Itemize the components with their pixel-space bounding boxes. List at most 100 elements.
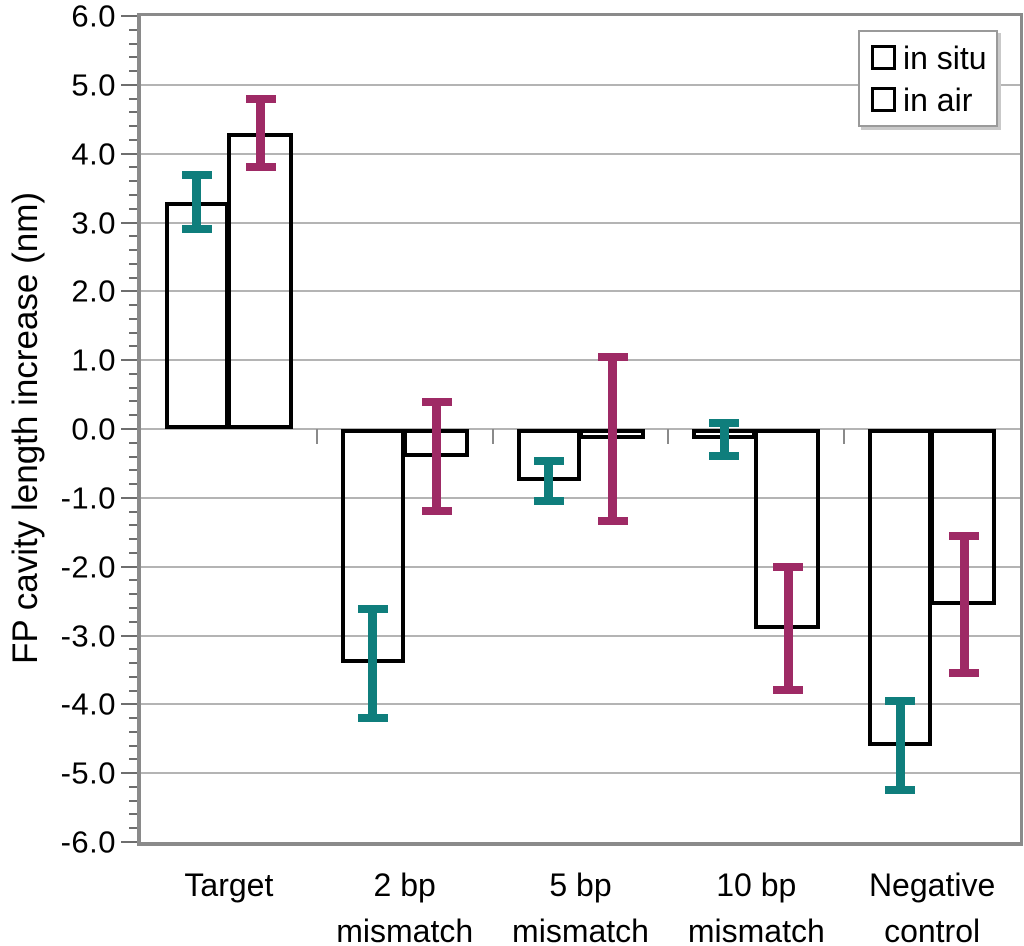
gridline-y--1: [141, 496, 1020, 499]
category-boundary-tick-3: [667, 429, 670, 444]
ytick-major-6.0: [121, 15, 137, 17]
ytick-major-5.0: [121, 83, 137, 86]
legend-swatch-in-air: [871, 87, 896, 112]
ytick-minor-3.2: [129, 207, 137, 210]
gridline-y--3: [141, 634, 1020, 637]
ytick-minor--1.6: [129, 538, 137, 541]
errorbar-in-air-Target-cap-top: [245, 95, 276, 104]
ytick-minor--0.6: [129, 469, 137, 472]
category-label-5-bp-mismatch: 5 bp mismatch: [512, 862, 649, 946]
errorbar-in-situ-2-bp-mismatch-cap-top: [357, 604, 388, 613]
ytick-minor-2.2: [129, 276, 137, 279]
errorbar-in-situ-Target-cap-top: [181, 170, 212, 179]
category-boundary-tick-1: [315, 429, 318, 444]
legend: in situ in air: [858, 30, 998, 127]
ytick-minor-0.2: [129, 414, 137, 417]
ytick-minor--1.4: [129, 524, 137, 527]
errorbar-in-air-2-bp-mismatch-cap-top: [421, 398, 452, 407]
gridline-y-1: [141, 359, 1020, 362]
errorbar-in-air-Negative-control-cap-bottom: [949, 668, 980, 677]
legend-item-in-situ: in situ: [871, 42, 996, 74]
ytick-minor-3.8: [129, 166, 137, 169]
category-label-line: mismatch: [336, 913, 474, 946]
ytick-minor--2.6: [129, 606, 137, 609]
ytick-label--5.0: -5.0: [60, 755, 116, 791]
ytick-minor-2.4: [129, 262, 137, 265]
category-label-line: 10 bp: [716, 867, 797, 903]
ytick-minor--5.8: [129, 827, 137, 830]
gridline-y--2: [141, 565, 1020, 568]
ytick-label-1.0: 1.0: [71, 342, 116, 378]
plot-border: [137, 13, 1023, 846]
errorbar-in-air-Target-cap-bottom: [245, 162, 276, 171]
category-label-line: mismatch: [687, 913, 825, 946]
ytick-major--6.0: [121, 841, 137, 843]
plot-area: [141, 16, 1020, 842]
bar-in-air-Target: [226, 133, 293, 429]
ytick-minor--2.4: [129, 593, 137, 596]
ytick-minor--1.2: [129, 510, 137, 513]
category-label-line: Target: [184, 867, 274, 903]
category-label-Negative-control: Negative control: [869, 862, 995, 946]
errorbar-in-situ-Negative-control-cap-top: [885, 697, 916, 706]
ytick-major-1.0: [121, 359, 137, 362]
errorbar-in-air-10-bp-mismatch-stem: [783, 563, 793, 694]
ytick-minor--4.6: [129, 744, 137, 747]
ytick-major-3.0: [121, 221, 137, 224]
ytick-minor-1.6: [129, 317, 137, 320]
ytick-minor-0.4: [129, 400, 137, 403]
errorbar-in-situ-5-bp-mismatch-cap-bottom: [533, 496, 564, 505]
ytick-minor-4.4: [129, 125, 137, 128]
errorbar-in-air-5-bp-mismatch-cap-top: [597, 353, 628, 362]
ytick-label--1.0: -1.0: [60, 480, 116, 516]
category-label-2-bp-mismatch: 2 bp mismatch: [336, 862, 473, 946]
errorbar-in-situ-10-bp-mismatch-cap-bottom: [709, 451, 740, 460]
errorbar-in-situ-Target-cap-bottom: [181, 224, 212, 233]
ytick-minor-2.8: [129, 235, 137, 238]
category-boundary-tick-4: [843, 429, 846, 444]
errorbar-in-situ-2-bp-mismatch-stem: [368, 604, 378, 722]
gridline-y-5: [141, 83, 1020, 86]
errorbar-in-air-10-bp-mismatch-cap-top: [773, 563, 804, 572]
errorbar-in-air-5-bp-mismatch-cap-bottom: [597, 517, 628, 526]
ytick-label-2.0: 2.0: [71, 273, 116, 309]
legend-label-in-air: in air: [903, 81, 973, 118]
ytick-minor-4.6: [129, 111, 137, 114]
ytick-minor-4.8: [129, 97, 137, 100]
errorbar-in-air-10-bp-mismatch-cap-bottom: [773, 686, 804, 694]
category-label-line: mismatch: [512, 913, 649, 946]
ytick-minor--5.4: [129, 799, 137, 802]
errorbar-in-air-2-bp-mismatch-stem: [432, 398, 442, 516]
ytick-minor-0.8: [129, 372, 137, 375]
ytick-minor--1.8: [129, 551, 137, 554]
ytick-minor-2.6: [129, 249, 137, 252]
errorbar-in-situ-Negative-control-cap-bottom: [885, 785, 916, 794]
ytick-minor-5.4: [129, 56, 137, 59]
legend-label-in-situ: in situ: [903, 39, 987, 76]
errorbar-in-air-Negative-control-stem: [959, 532, 969, 677]
ytick-minor--2.8: [129, 620, 137, 623]
ytick-label--2.0: -2.0: [60, 549, 116, 585]
category-label-line: 2 bp: [373, 867, 436, 903]
ytick-major--4.0: [121, 703, 137, 706]
ytick-minor--0.2: [129, 441, 137, 444]
ytick-major-4.0: [121, 152, 137, 155]
ytick-label--4.0: -4.0: [60, 686, 116, 722]
ytick-label-4.0: 4.0: [71, 136, 116, 172]
errorbar-in-situ-5-bp-mismatch-stem: [544, 456, 553, 505]
gridline-y-2: [141, 290, 1020, 293]
errorbar-in-air-2-bp-mismatch-cap-bottom: [421, 507, 452, 516]
ytick-minor--3.6: [129, 675, 137, 678]
ytick-minor--5.6: [129, 813, 137, 816]
ytick-minor--4.2: [129, 717, 137, 720]
ytick-major--1.0: [121, 496, 137, 499]
ytick-label-5.0: 5.0: [71, 67, 116, 103]
errorbar-in-air-Target-stem: [256, 95, 266, 171]
ytick-minor--2.2: [129, 579, 137, 582]
ytick-minor--0.8: [129, 483, 137, 486]
ytick-minor-3.6: [129, 180, 137, 183]
ytick-label-3.0: 3.0: [71, 205, 116, 240]
gridline-y-3: [141, 221, 1020, 224]
ytick-label--3.0: -3.0: [60, 618, 116, 653]
